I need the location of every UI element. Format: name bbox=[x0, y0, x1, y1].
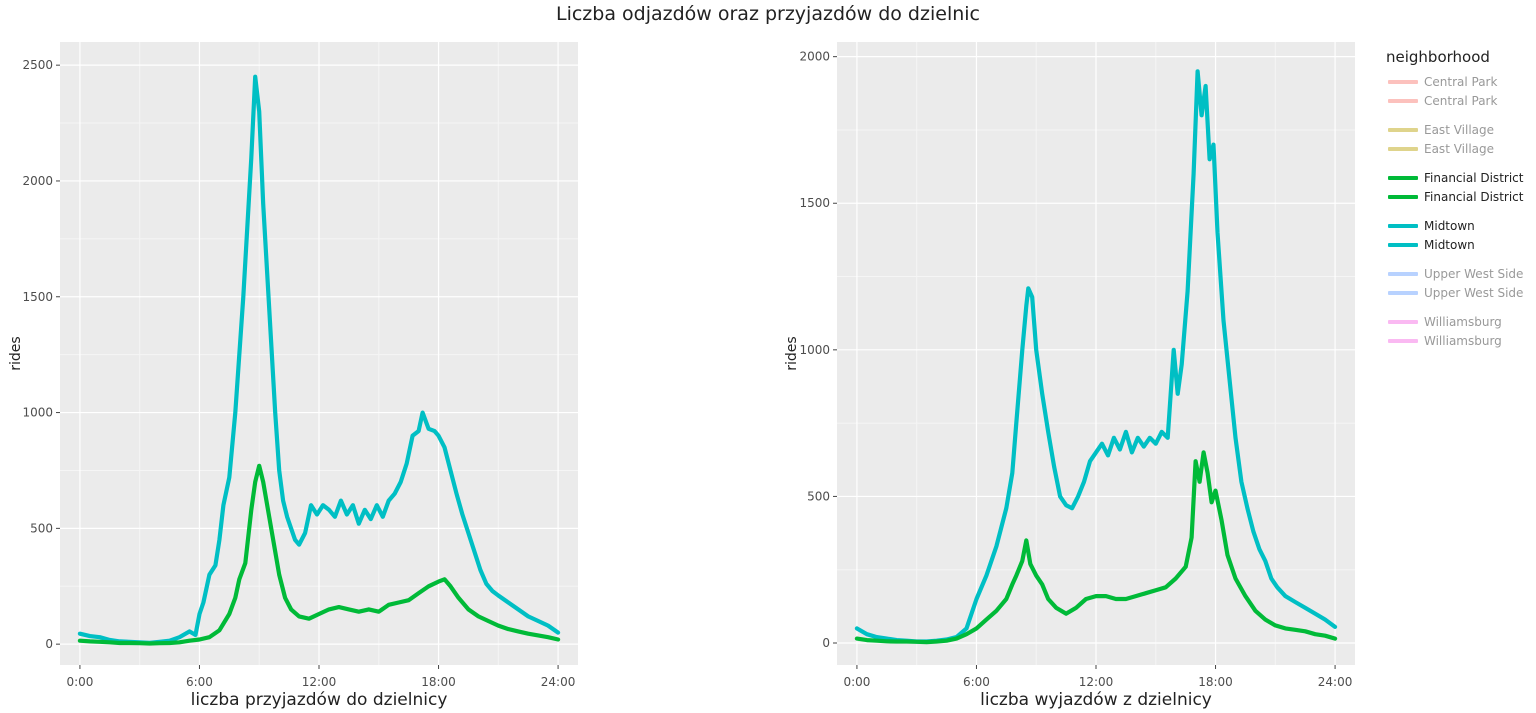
legend-label: Williamsburg bbox=[1424, 333, 1502, 348]
legend-title: neighborhood bbox=[1386, 48, 1490, 66]
legend-swatch bbox=[1388, 175, 1418, 180]
x-tick-label: 6:00 bbox=[963, 675, 990, 689]
legend-item[interactable]: East Village bbox=[1386, 139, 1534, 158]
x-tick-label: 12:00 bbox=[1079, 675, 1114, 689]
y-tick-label: 1000 bbox=[22, 406, 53, 420]
legend-swatch bbox=[1388, 194, 1418, 199]
legend-swatch bbox=[1388, 146, 1418, 151]
legend-group-financial-district[interactable]: Financial District Financial District bbox=[1386, 168, 1534, 206]
series-line-financial-district bbox=[77, 463, 561, 646]
legend-swatch bbox=[1388, 79, 1418, 84]
series-line-financial-district bbox=[854, 450, 1338, 645]
legend-label: East Village bbox=[1424, 141, 1495, 156]
y-tick-label: 500 bbox=[30, 521, 53, 535]
legend-swatch bbox=[1388, 271, 1418, 276]
y-tick-label: 1500 bbox=[22, 290, 53, 304]
legend-item[interactable]: Financial District bbox=[1386, 187, 1534, 206]
x-axis-title: liczba przyjazdów do dzielnicy bbox=[191, 690, 448, 710]
legend-swatch bbox=[1388, 242, 1418, 247]
legend-swatch bbox=[1388, 338, 1418, 343]
legend-group-east-village[interactable]: East Village East Village bbox=[1386, 120, 1534, 158]
x-tick-label: 24:00 bbox=[541, 675, 576, 689]
legend-label: Financial District bbox=[1424, 189, 1524, 204]
legend-item[interactable]: Midtown bbox=[1386, 216, 1534, 235]
legend-item[interactable]: Midtown bbox=[1386, 235, 1534, 254]
legend-item[interactable]: Upper West Side bbox=[1386, 283, 1534, 302]
legend-label: Central Park bbox=[1424, 74, 1498, 89]
legend-swatch bbox=[1388, 127, 1418, 132]
y-tick-label: 2000 bbox=[799, 50, 830, 64]
legend-group-upper-west-side[interactable]: Upper West Side Upper West Side bbox=[1386, 264, 1534, 302]
y-axis-title: rides bbox=[784, 336, 800, 370]
x-tick-label: 18:00 bbox=[421, 675, 456, 689]
legend-group-midtown[interactable]: Midtown Midtown bbox=[1386, 216, 1534, 254]
x-tick-label: 24:00 bbox=[1318, 675, 1353, 689]
series-line-midtown bbox=[854, 69, 1338, 644]
legend-label: East Village bbox=[1424, 122, 1495, 137]
legend-item[interactable]: Williamsburg bbox=[1386, 312, 1534, 331]
y-axis-title: rides bbox=[8, 336, 24, 370]
x-tick-label: 6:00 bbox=[186, 675, 213, 689]
x-tick-label: 0:00 bbox=[66, 675, 93, 689]
y-tick-label: 0 bbox=[822, 636, 830, 650]
legend-label: Upper West Side bbox=[1424, 266, 1524, 281]
x-tick-label: 0:00 bbox=[843, 675, 870, 689]
legend-label: Midtown bbox=[1424, 218, 1475, 233]
legend: neighborhood Central Park Central Park Eas… bbox=[1386, 48, 1534, 360]
legend-item[interactable]: Williamsburg bbox=[1386, 331, 1534, 350]
legend-items: Central Park Central Park East Village East… bbox=[1386, 72, 1534, 350]
legend-label: Midtown bbox=[1424, 237, 1475, 252]
legend-item[interactable]: Financial District bbox=[1386, 168, 1534, 187]
legend-label: Williamsburg bbox=[1424, 314, 1502, 329]
y-tick-label: 1500 bbox=[799, 196, 830, 210]
y-tick-label: 1000 bbox=[799, 343, 830, 357]
y-tick-label: 500 bbox=[807, 489, 830, 503]
legend-item[interactable]: East Village bbox=[1386, 120, 1534, 139]
x-tick-label: 12:00 bbox=[302, 675, 337, 689]
legend-swatch bbox=[1388, 290, 1418, 295]
legend-item[interactable]: Central Park bbox=[1386, 72, 1534, 91]
legend-item[interactable]: Central Park bbox=[1386, 91, 1534, 110]
y-tick-label: 2500 bbox=[22, 58, 53, 72]
y-tick-label: 2000 bbox=[22, 174, 53, 188]
legend-label: Financial District bbox=[1424, 170, 1524, 185]
y-tick-label: 0 bbox=[45, 637, 53, 651]
legend-label: Central Park bbox=[1424, 93, 1498, 108]
legend-group-williamsburg[interactable]: Williamsburg Williamsburg bbox=[1386, 312, 1534, 350]
legend-swatch bbox=[1388, 223, 1418, 228]
x-axis-title: liczba wyjazdów z dzielnicy bbox=[980, 690, 1212, 710]
legend-label: Upper West Side bbox=[1424, 285, 1524, 300]
legend-group-central-park[interactable]: Central Park Central Park bbox=[1386, 72, 1534, 110]
legend-swatch bbox=[1388, 98, 1418, 103]
x-tick-label: 18:00 bbox=[1198, 675, 1233, 689]
chart-title: Liczba odjazdów oraz przyjazdów do dziel… bbox=[556, 3, 980, 25]
legend-item[interactable]: Upper West Side bbox=[1386, 264, 1534, 283]
legend-swatch bbox=[1388, 319, 1418, 324]
series-line-midtown bbox=[77, 74, 561, 645]
